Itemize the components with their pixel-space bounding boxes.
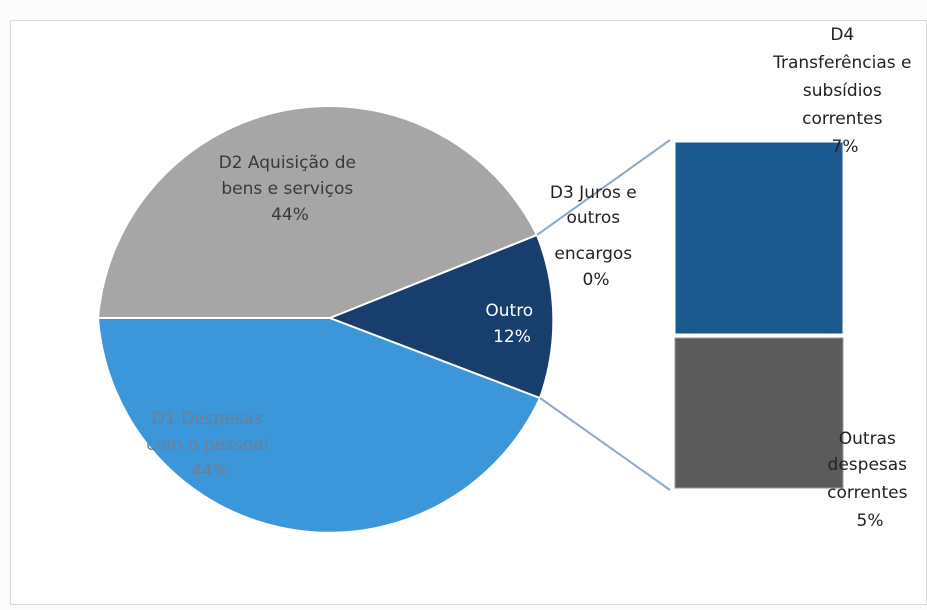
d1-label: D1 Despesas com o pessoal 44%: [146, 409, 273, 481]
outras-despesas-label: Outras despesas correntes 5%: [827, 429, 913, 531]
connector-line-bottom: [539, 397, 671, 491]
bar-segment-outras: [674, 337, 844, 489]
d2-label: D2 Aquisição de bens e serviços 44%: [219, 153, 362, 225]
pie-slice-d1: [96, 317, 542, 534]
connector-line-top: [536, 139, 671, 236]
pie-slice-d2: [96, 105, 539, 319]
d4-label: D4 Transferências e subsídios correntes …: [772, 25, 917, 157]
d3-label: D3 Juros e outros encargos 0%: [550, 183, 642, 290]
bar-segment-d4: [674, 141, 844, 335]
outro-label: Outro 12%: [485, 301, 538, 347]
pie-slice-outro: [327, 233, 555, 400]
